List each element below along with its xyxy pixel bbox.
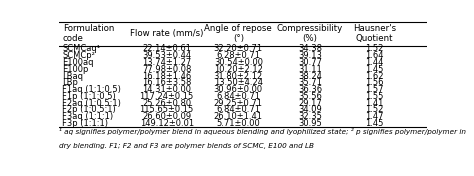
Text: 6.84±0.71: 6.84±0.71 xyxy=(216,92,260,101)
Text: 30.96±0.00: 30.96±0.00 xyxy=(214,85,263,94)
Text: 6.84±0.71: 6.84±0.71 xyxy=(216,105,260,114)
Text: 38.24: 38.24 xyxy=(298,71,322,80)
Text: 35.71: 35.71 xyxy=(298,78,322,87)
Text: Hausner's
Quotient: Hausner's Quotient xyxy=(353,24,396,43)
Text: 1.57: 1.57 xyxy=(365,85,383,94)
Text: F3p (1:1:1): F3p (1:1:1) xyxy=(62,119,108,128)
Text: 5.71±0.00: 5.71±0.00 xyxy=(217,119,260,128)
Text: 31.80±2.12: 31.80±2.12 xyxy=(214,71,263,80)
Text: LBp: LBp xyxy=(62,78,78,87)
Text: E100p: E100p xyxy=(62,65,89,74)
Text: 34.09: 34.09 xyxy=(298,105,322,114)
Text: LBaq: LBaq xyxy=(62,71,83,80)
Text: 1.41: 1.41 xyxy=(365,99,383,108)
Text: 1.52: 1.52 xyxy=(365,105,383,114)
Text: 13.74±1.27: 13.74±1.27 xyxy=(142,58,191,67)
Text: 1.56: 1.56 xyxy=(365,78,383,87)
Text: 13.50±4.24: 13.50±4.24 xyxy=(214,78,263,87)
Text: 1.45: 1.45 xyxy=(365,119,383,128)
Text: Flow rate (mm/s): Flow rate (mm/s) xyxy=(130,29,203,38)
Text: 29.17: 29.17 xyxy=(298,99,322,108)
Text: Formulation
code: Formulation code xyxy=(63,24,114,43)
Text: 39.53±0.44: 39.53±0.44 xyxy=(142,51,191,60)
Text: 35.56: 35.56 xyxy=(298,92,322,101)
Text: 77.98±0.08: 77.98±0.08 xyxy=(142,65,191,74)
Text: 1.55: 1.55 xyxy=(365,92,383,101)
Text: 149.12±0.01: 149.12±0.01 xyxy=(140,119,194,128)
Text: 30.77: 30.77 xyxy=(298,58,322,67)
Text: 31.11: 31.11 xyxy=(298,65,322,74)
Text: 22.14±0.61: 22.14±0.61 xyxy=(142,44,191,53)
Text: SCMCaq¹: SCMCaq¹ xyxy=(62,44,100,53)
Text: Compressibility
(%): Compressibility (%) xyxy=(277,24,343,43)
Text: 29.25±0.71: 29.25±0.71 xyxy=(214,99,263,108)
Text: 25.26±0.80: 25.26±0.80 xyxy=(142,99,191,108)
Text: 1.45: 1.45 xyxy=(365,65,383,74)
Text: F1aq (1:1:0.5): F1aq (1:1:0.5) xyxy=(62,85,121,94)
Text: SCMCp²: SCMCp² xyxy=(62,51,95,60)
Text: F2aq (1:0.5:1): F2aq (1:0.5:1) xyxy=(62,99,121,108)
Text: 1.47: 1.47 xyxy=(365,112,383,121)
Text: 1.44: 1.44 xyxy=(365,58,383,67)
Text: 14.31±0.00: 14.31±0.00 xyxy=(142,85,191,94)
Text: F3aq (1:1:1): F3aq (1:1:1) xyxy=(62,112,113,121)
Text: 26.10±1.41: 26.10±1.41 xyxy=(214,112,263,121)
Text: Angle of repose
(°): Angle of repose (°) xyxy=(204,24,272,43)
Text: 115.65±0.15: 115.65±0.15 xyxy=(139,105,194,114)
Text: dry blending. F1; F2 and F3 are polymer blends of SCMC, E100 and LB: dry blending. F1; F2 and F3 are polymer … xyxy=(59,143,314,149)
Text: 117.24±0.15: 117.24±0.15 xyxy=(139,92,194,101)
Text: 1.52: 1.52 xyxy=(365,44,383,53)
Text: 36.36: 36.36 xyxy=(298,85,322,94)
Text: 32.35: 32.35 xyxy=(298,112,322,121)
Text: F1p (1:1:0.5): F1p (1:1:0.5) xyxy=(62,92,116,101)
Text: 6.28±0.71: 6.28±0.71 xyxy=(216,51,260,60)
Text: 34.38: 34.38 xyxy=(298,44,322,53)
Text: 1.62: 1.62 xyxy=(365,71,383,80)
Text: ¹ aq signifies polymer/polymer blend in aqueous blending and lyophilized state; : ¹ aq signifies polymer/polymer blend in … xyxy=(59,128,466,135)
Text: 10.20±2.12: 10.20±2.12 xyxy=(214,65,263,74)
Text: E100aq: E100aq xyxy=(62,58,94,67)
Text: 32.20±0.71: 32.20±0.71 xyxy=(214,44,263,53)
Text: 16.16±3.58: 16.16±3.58 xyxy=(142,78,191,87)
Text: 16.18±1.46: 16.18±1.46 xyxy=(142,71,191,80)
Text: 39.13: 39.13 xyxy=(298,51,322,60)
Text: 30.95: 30.95 xyxy=(298,119,322,128)
Text: 1.64: 1.64 xyxy=(365,51,383,60)
Text: 30.54±0.00: 30.54±0.00 xyxy=(214,58,263,67)
Text: 26.60±0.09: 26.60±0.09 xyxy=(142,112,191,121)
Text: F2p (1:0.5:1): F2p (1:0.5:1) xyxy=(62,105,116,114)
